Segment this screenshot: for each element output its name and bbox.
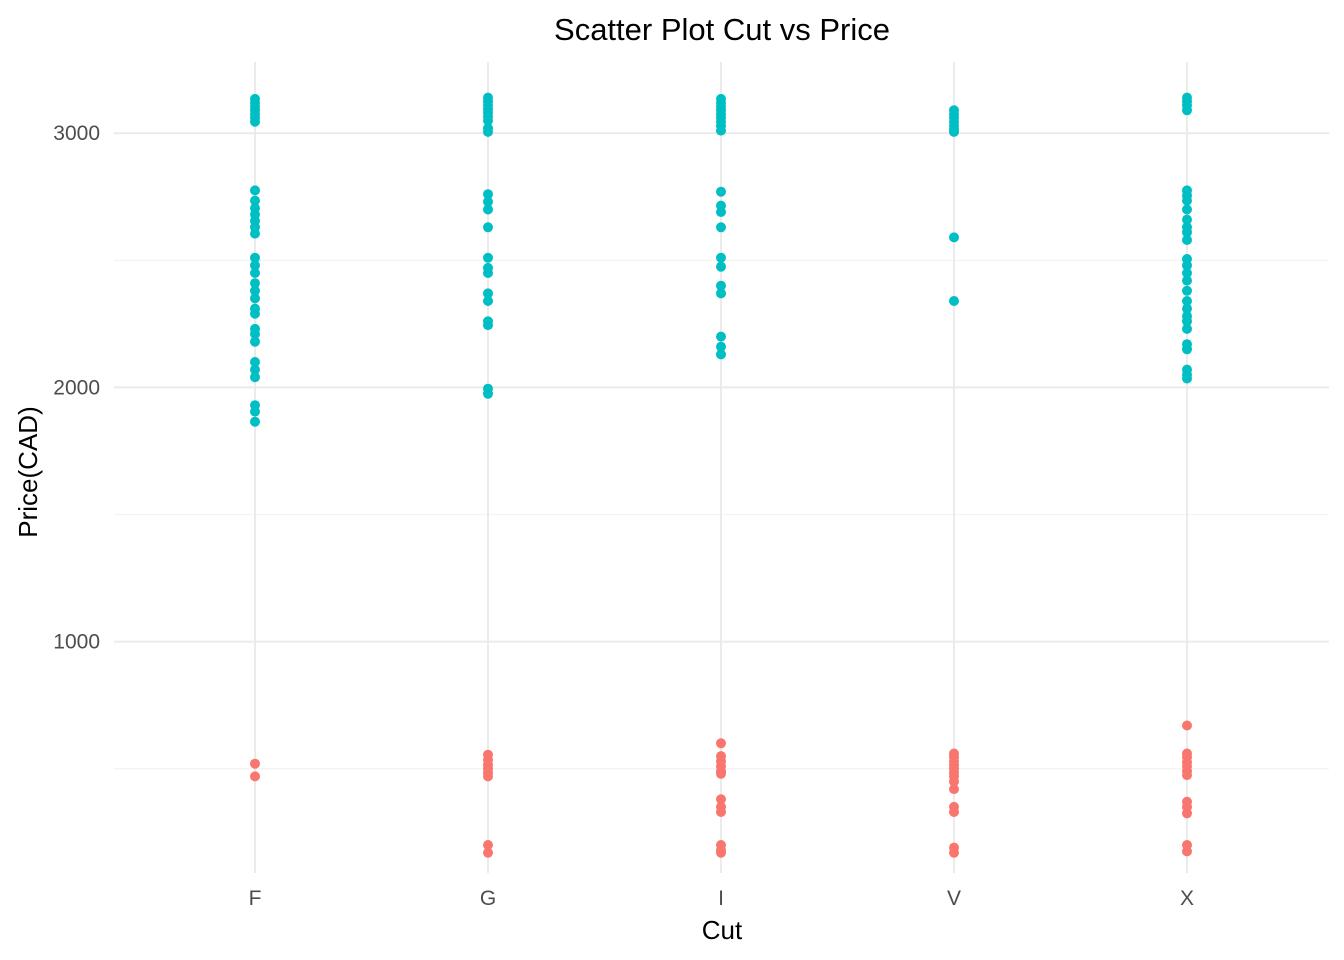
data-point — [716, 349, 726, 360]
data-point — [1182, 214, 1192, 225]
data-point — [716, 847, 726, 858]
data-point — [1182, 268, 1192, 278]
chart-title: Scatter Plot Cut vs Price — [554, 12, 890, 47]
data-point — [1182, 105, 1192, 116]
x-tick-label: V — [947, 887, 961, 910]
data-point — [949, 232, 959, 243]
data-point — [716, 794, 726, 805]
data-point — [250, 308, 260, 319]
data-point — [250, 278, 260, 289]
data-point — [1182, 323, 1192, 334]
data-point — [250, 329, 260, 339]
data-point — [949, 296, 959, 306]
data-point — [1182, 260, 1192, 271]
data-point — [250, 416, 260, 427]
data-point — [250, 195, 260, 206]
data-point — [483, 252, 493, 263]
data-point — [716, 280, 726, 291]
x-axis-title: Cut — [702, 915, 743, 945]
data-point — [483, 222, 493, 233]
x-tick-label: F — [249, 887, 262, 910]
data-point — [250, 268, 260, 278]
y-tick-label: 2000 — [53, 376, 100, 399]
data-point — [1182, 227, 1192, 238]
x-tick-label: G — [480, 887, 496, 910]
y-tick-label: 3000 — [53, 122, 100, 145]
data-point — [483, 196, 493, 207]
data-point — [250, 771, 260, 782]
data-point — [716, 331, 726, 342]
data-point — [250, 336, 260, 347]
data-point — [250, 260, 260, 271]
data-point — [1182, 204, 1192, 215]
data-point — [250, 293, 260, 304]
data-point — [483, 320, 493, 331]
data-point — [483, 115, 493, 126]
data-point — [483, 126, 493, 137]
data-point — [250, 285, 260, 296]
data-point — [250, 406, 260, 417]
data-point — [483, 771, 493, 782]
y-axis-ticks: 1000 2000 3000 — [53, 122, 100, 653]
data-point — [483, 847, 493, 858]
data-point — [716, 252, 726, 263]
x-tick-label: I — [718, 887, 724, 910]
data-point — [1182, 296, 1192, 306]
data-point — [716, 222, 726, 233]
data-point — [1182, 316, 1192, 327]
data-point — [1182, 303, 1192, 314]
data-point — [1182, 373, 1192, 384]
data-point — [1182, 285, 1192, 296]
data-point — [483, 840, 493, 850]
data-points — [250, 92, 1192, 858]
data-point — [250, 364, 260, 375]
data-point — [1182, 195, 1192, 206]
data-point — [716, 738, 726, 749]
data-point — [483, 268, 493, 278]
data-point — [1182, 846, 1192, 857]
data-point — [949, 784, 959, 795]
data-point — [1182, 275, 1192, 286]
data-point — [949, 776, 959, 787]
data-point — [1182, 770, 1192, 781]
data-point — [250, 372, 260, 383]
data-point — [716, 207, 726, 217]
data-point — [483, 189, 493, 200]
x-tick-label: X — [1180, 887, 1194, 910]
data-point — [716, 807, 726, 817]
data-point — [1182, 808, 1192, 819]
data-point — [483, 388, 493, 399]
data-point — [1182, 720, 1192, 731]
data-point — [949, 126, 959, 137]
data-point — [716, 261, 726, 272]
data-point — [716, 186, 726, 197]
data-point — [483, 204, 493, 215]
data-point — [949, 847, 959, 858]
data-point — [716, 341, 726, 352]
data-point — [250, 252, 260, 263]
y-axis-title: Price(CAD) — [13, 406, 43, 537]
y-tick-label: 1000 — [53, 631, 100, 654]
data-point — [483, 296, 493, 306]
data-point — [949, 807, 959, 817]
data-point — [250, 228, 260, 239]
data-point — [716, 125, 726, 136]
data-point — [250, 185, 260, 196]
data-point — [250, 116, 260, 127]
data-point — [1182, 344, 1192, 355]
data-point — [483, 288, 493, 299]
data-point — [250, 357, 260, 367]
data-point — [1182, 235, 1192, 245]
data-point — [250, 758, 260, 769]
data-point — [716, 768, 726, 779]
data-point — [716, 288, 726, 299]
